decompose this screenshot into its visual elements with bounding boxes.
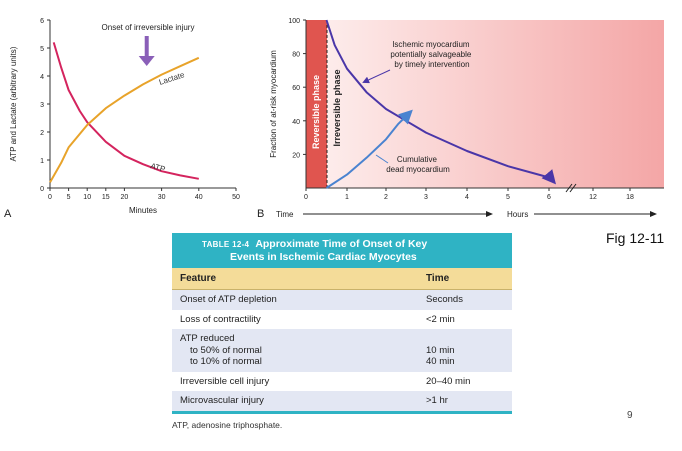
chart-a-ytick-label: 2 — [40, 130, 44, 137]
row-time: 40 min — [426, 356, 455, 367]
chart-b-ylabel: Fraction of at-risk myocardium — [269, 50, 278, 158]
time-arrow-1-head — [486, 211, 493, 217]
row-feature: Onset of ATP depletion — [180, 294, 277, 305]
panel-a-letter: A — [4, 208, 12, 220]
chart-a-xtick-label: 30 — [158, 194, 166, 201]
annotation-irreversible: Onset of irreversible injury — [102, 23, 195, 32]
row-time: 10 min — [426, 344, 455, 356]
table-footnote: ATP, adenosine triphosphate. — [172, 419, 283, 430]
header-feature: Feature — [180, 273, 217, 284]
table-header: Feature Time — [172, 268, 512, 290]
chart-b-ytick-label: 40 — [292, 119, 300, 126]
chart-b-xtick-label: 2 — [384, 194, 388, 201]
row-feature: ATP reduced — [180, 333, 235, 344]
slide-number: 9 — [627, 410, 633, 421]
chart-a-xlabel: Minutes — [129, 206, 157, 215]
chart-b-ytick-label: 60 — [292, 85, 300, 92]
annotation-dead-myocardium: Cumulative dead myocardium — [386, 155, 450, 174]
chart-b-xtick-label: 6 — [547, 194, 551, 201]
chart-a-ytick-label: 0 — [40, 186, 44, 193]
chart-b-ytick-label: 20 — [292, 152, 300, 159]
chart-a-ylabel: ATP and Lactate (arbitrary units) — [9, 46, 18, 161]
row-time: <2 min — [426, 313, 455, 325]
annotation-salvageable: Ischemic myocardium potentially salvagea… — [390, 40, 473, 69]
figure-caption: Fig 12-11 — [606, 230, 665, 246]
chart-b-xtick-label: 12 — [589, 194, 597, 201]
reversible-region — [306, 20, 327, 188]
irreversible-onset-arrowhead — [138, 56, 155, 66]
chart-a-xtick-label: 0 — [48, 194, 52, 201]
chart-a-ytick-label: 4 — [40, 74, 44, 81]
annotation-salvageable-leader — [362, 69, 391, 84]
panel-b-letter: B — [257, 208, 265, 220]
row-time: >1 hr — [426, 395, 448, 406]
series-line-dead-myocardium — [325, 109, 413, 189]
chart-a-ytick-label: 3 — [40, 102, 44, 109]
table-title: TABLE 12-4 Approximate Time of Onset of K… — [172, 233, 512, 268]
row-time: 20–40 min — [426, 375, 471, 387]
annotation-dead-leader — [375, 154, 389, 164]
table-bottom-rule — [172, 410, 512, 414]
chart-b-time-label: Time — [276, 210, 294, 219]
chart-a-xtick-label: 15 — [102, 194, 110, 201]
row-subfeature: to 50% of normal — [190, 344, 262, 356]
chart-b-xtick-label: 4 — [465, 194, 469, 201]
chart-a-ytick-label: 6 — [40, 18, 44, 25]
header-time: Time — [426, 273, 450, 284]
time-arrow-2-head — [650, 211, 657, 217]
axis-break-mark — [565, 183, 573, 193]
axis-break-mark — [569, 183, 577, 193]
row-time: Seconds — [426, 294, 463, 305]
series-label-atp: ATP — [149, 161, 166, 174]
chart-a-xtick-label: 5 — [67, 194, 71, 201]
table-row: Onset of ATP depletion Seconds — [172, 290, 512, 310]
chart-b-xlabel: Hours — [507, 210, 528, 219]
row-subfeature: to 10% of normal — [190, 356, 262, 367]
chart-b-xtick-label: 1 — [345, 194, 349, 201]
chart-b-ytick-label: 100 — [288, 18, 300, 25]
table-title-line1: Approximate Time of Onset of Key — [255, 238, 428, 250]
series-line-atp — [52, 42, 199, 180]
chart-a-ytick-label: 5 — [40, 46, 44, 53]
label-irreversible-phase: Irreversible phase — [332, 69, 342, 146]
row-feature: Microvascular injury — [180, 395, 264, 406]
table-row: Irreversible cell injury 20–40 min — [172, 371, 512, 391]
table-onset-events: TABLE 12-4 Approximate Time of Onset of K… — [172, 233, 512, 430]
table-tag: TABLE 12-4 — [202, 240, 250, 249]
chart-b-xtick-label: 18 — [626, 194, 634, 201]
chart-b-ytick-label: 80 — [292, 52, 300, 59]
chart-b-xtick-label: 3 — [424, 194, 428, 201]
chart-a-xtick-label: 40 — [195, 194, 203, 201]
row-feature: Irreversible cell injury — [180, 375, 270, 387]
chart-a-ytick-label: 1 — [40, 158, 44, 165]
chart-b-xtick-label: 5 — [506, 194, 510, 201]
chart-a-xtick-label: 20 — [121, 194, 129, 201]
row-feature: Loss of contractility — [180, 313, 261, 325]
irreversible-region — [327, 20, 664, 188]
chart-a-xtick-label: 50 — [232, 194, 240, 201]
chart-a: 0 1 2 3 4 5 6 0 5 10 15 20 30 40 50 Onset of irrevers… — [9, 18, 240, 215]
label-reversible-phase: Reversible phase — [311, 75, 321, 149]
table-row: ATP reduced to 50% of normal to 10% of n… — [172, 329, 512, 372]
series-line-lactate — [49, 56, 200, 183]
table-title-line2: Events in Ischemic Cardiac Myocytes — [230, 251, 417, 263]
table-row: Microvascular injury >1 hr — [172, 391, 512, 411]
chart-a-xtick-label: 10 — [83, 194, 91, 201]
chart-b-xtick-label: 0 — [304, 194, 308, 201]
table-row: Loss of contractility <2 min — [172, 309, 512, 329]
